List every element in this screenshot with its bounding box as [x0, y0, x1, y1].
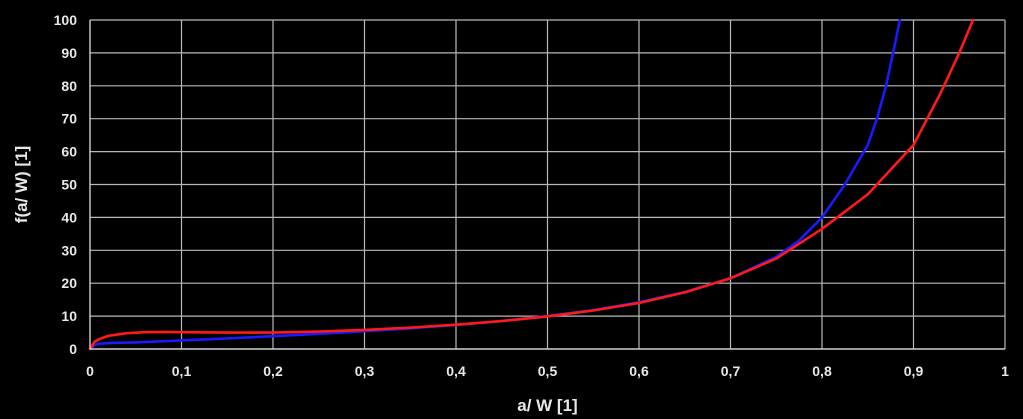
- x-tick-label: 1: [1001, 363, 1009, 379]
- y-tick-label: 80: [61, 78, 77, 94]
- x-tick-label: 0,5: [538, 363, 558, 379]
- series-line-2: [88, 18, 975, 351]
- x-tick-label: 0,8: [812, 363, 832, 379]
- y-tick-label: 60: [61, 144, 77, 160]
- x-axis-label: a/ W [1]: [517, 396, 577, 415]
- x-tick-label: 0,6: [629, 363, 649, 379]
- x-tick-label: 0,9: [904, 363, 924, 379]
- y-tick-label: 40: [61, 209, 77, 225]
- series-lines: [88, 18, 975, 351]
- x-tick-label: 0,2: [263, 363, 283, 379]
- y-axis-label: f(a/ W) [1]: [12, 146, 31, 223]
- y-tick-label: 30: [61, 242, 77, 258]
- x-tick-labels: 0 0,1 0,2 0,3 0,4 0,5 0,6 0,7 0,8 0,9 1: [86, 363, 1009, 379]
- x-tick-label: 0,3: [355, 363, 375, 379]
- y-tick-label: 70: [61, 111, 77, 127]
- y-tick-labels: 0 10 20 30 40 50 60 70 80 90 100: [54, 12, 78, 357]
- y-tick-label: 90: [61, 45, 77, 61]
- y-tick-label: 20: [61, 275, 77, 291]
- y-tick-label: 10: [61, 308, 77, 324]
- y-tick-label: 50: [61, 177, 77, 193]
- axes: [89, 20, 1005, 350]
- y-tick-label: 0: [69, 341, 77, 357]
- x-tick-label: 0,4: [446, 363, 466, 379]
- y-tick-label: 100: [54, 12, 78, 28]
- x-tick-label: 0: [86, 363, 94, 379]
- x-tick-label: 0,7: [721, 363, 741, 379]
- x-tick-label: 0,1: [172, 363, 192, 379]
